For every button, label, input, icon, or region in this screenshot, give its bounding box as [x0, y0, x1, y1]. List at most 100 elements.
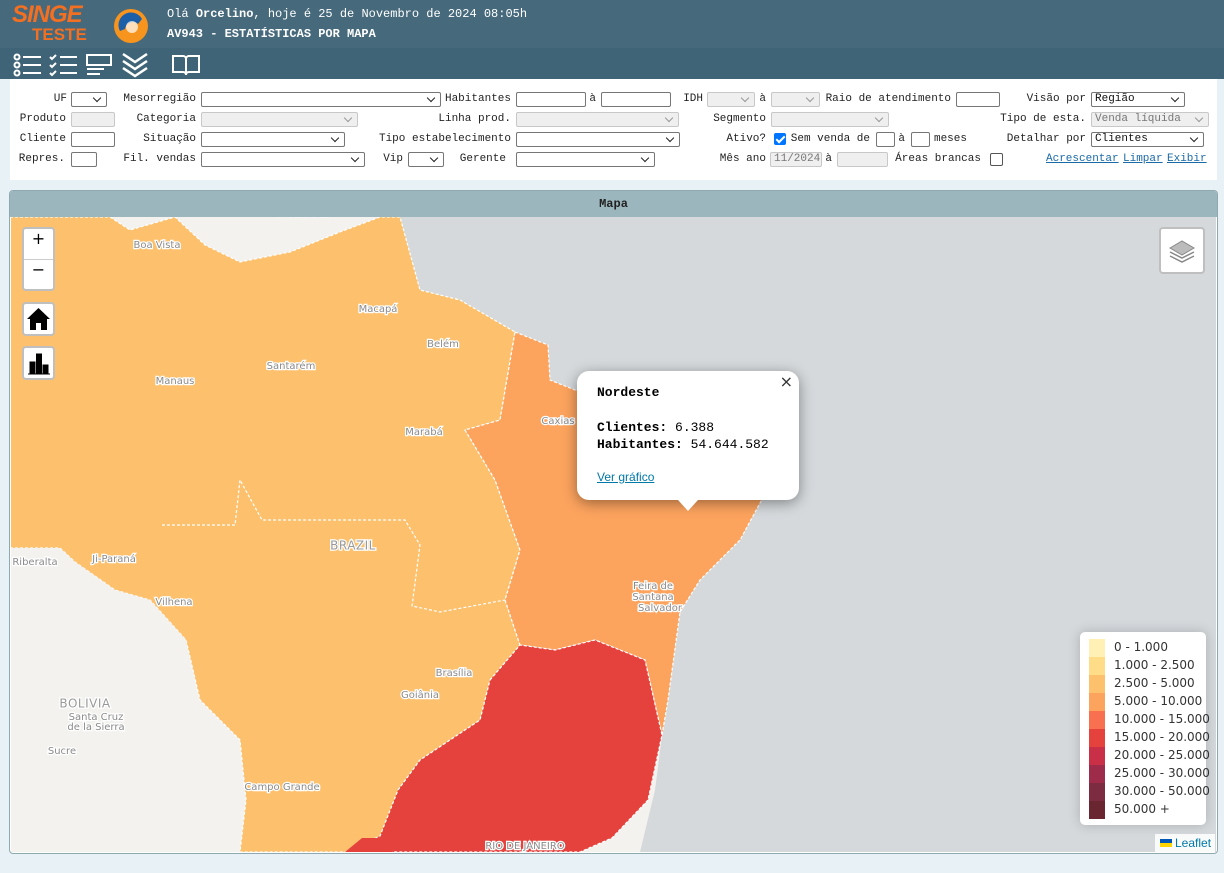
region-sul[interactable]: [345, 838, 400, 852]
icon-form[interactable]: [86, 54, 112, 75]
input[interactable]: [516, 92, 586, 107]
icon-chevrons[interactable]: [122, 52, 148, 78]
filter-label: à: [898, 133, 905, 145]
select-arrow: [1194, 113, 1204, 123]
home-shape: [27, 308, 50, 330]
input[interactable]: [876, 132, 895, 147]
select[interactable]: Região: [1091, 92, 1185, 107]
popup-tip: [678, 500, 698, 511]
zoom-control: + −: [22, 227, 55, 291]
checkbox-areas-brancas[interactable]: [990, 153, 1003, 166]
map-label: Feira de: [633, 581, 673, 592]
input[interactable]: [71, 132, 115, 147]
select[interactable]: [516, 152, 655, 167]
input[interactable]: [956, 92, 1000, 107]
date-text: , hoje é 25 de Novembro de 2024 08:05h: [253, 7, 528, 21]
popup-link[interactable]: Ver gráfico: [597, 470, 655, 484]
select-arrow: [1170, 93, 1180, 103]
icon-list[interactable]: [13, 53, 42, 77]
filter-label: Cliente: [19, 133, 66, 145]
greeting-line: Olá Orcelino, hoje é 25 de Novembro de 2…: [167, 7, 527, 21]
map[interactable]: SURINAME Boa Vista Macapá Belém Manaus Santar…: [11, 217, 1216, 852]
map-label: Sucre: [48, 746, 76, 757]
page-title: AV943 - ESTATÍSTICAS POR MAPA: [167, 27, 376, 41]
legend-swatch: [1089, 783, 1105, 801]
map-label: Vilhena: [155, 597, 192, 608]
select[interactable]: Clientes: [1091, 132, 1204, 147]
input[interactable]: [911, 132, 930, 147]
legend-swatch: [1089, 729, 1105, 747]
map-label: SURINAME: [276, 217, 329, 219]
select[interactable]: [201, 132, 345, 147]
map-label: Santa Cruz: [69, 712, 124, 723]
toolbar: [0, 48, 1224, 79]
home-button[interactable]: [22, 302, 55, 336]
zoom-out[interactable]: −: [31, 260, 46, 279]
select-arrow: [343, 113, 353, 123]
filter-label: Tipo estabelecimento: [378, 133, 511, 145]
filter-label: à: [759, 93, 766, 105]
field-value: Venda líquida: [1095, 113, 1181, 125]
popup-close[interactable]: ×: [779, 372, 793, 391]
legend-swatch: [1089, 711, 1105, 729]
select: [516, 112, 679, 127]
select-arrow: [330, 133, 340, 143]
legend-swatch: [1089, 657, 1105, 675]
popup-row-label: Habitantes:: [597, 437, 683, 452]
popup-row-label: Clientes:: [597, 420, 668, 435]
filter-link[interactable]: Acrescentar: [1046, 153, 1119, 165]
map-label: Caxias: [541, 416, 574, 427]
map-label: Salvador: [638, 603, 683, 614]
popup-row-value: 54.644.582: [690, 437, 769, 452]
legend-label: 20.000 - 25.000: [1114, 748, 1210, 762]
legend-swatch: [1089, 747, 1105, 765]
filter-link[interactable]: Limpar: [1123, 153, 1163, 165]
legend-swatch: [1089, 693, 1105, 711]
select[interactable]: [408, 152, 444, 167]
map-label: Manaus: [156, 376, 195, 387]
filter-label: Mês ano: [719, 153, 766, 165]
select: [771, 112, 889, 127]
chart-icon: [28, 353, 50, 375]
filter-label: Repres.: [18, 153, 65, 165]
select-arrow: [350, 153, 360, 163]
checkbox-ativo[interactable]: [774, 133, 786, 145]
select-arrow: [664, 113, 674, 123]
map-label: de la Sierra: [67, 722, 124, 733]
zoom-in[interactable]: +: [24, 229, 53, 260]
legend-label: 50.000 +: [1114, 802, 1170, 816]
map-label: Goiânia: [401, 689, 439, 701]
select[interactable]: [516, 132, 680, 147]
attribution-link[interactable]: Leaflet: [1175, 836, 1212, 850]
layers-icon: [1169, 240, 1195, 263]
filter-link[interactable]: Exibir: [1167, 153, 1207, 165]
input[interactable]: [71, 152, 97, 167]
legend-label: 10.000 - 15.000: [1114, 712, 1210, 726]
select[interactable]: [201, 92, 441, 107]
filter-label: Linha prod.: [438, 113, 511, 125]
filter-label: Situação: [143, 133, 196, 145]
icon-book[interactable]: [172, 55, 200, 76]
layers-top: [1169, 240, 1195, 256]
legend-label: 30.000 - 50.000: [1114, 784, 1210, 798]
filter-label: Áreas brancas: [895, 153, 981, 165]
checkmark: [775, 133, 785, 144]
map-label: Boa Vista: [134, 240, 181, 251]
select-arrow: [429, 153, 439, 163]
chart-button[interactable]: [22, 346, 55, 380]
legend-swatch: [1089, 639, 1105, 657]
legend-label: 0 - 1.000: [1114, 640, 1168, 654]
input: [71, 112, 115, 127]
filter-label: Categoria: [136, 113, 196, 125]
icon-checklist[interactable]: [49, 54, 77, 77]
select-arrow: [1189, 133, 1199, 143]
logo-bottom: TESTE: [32, 25, 87, 44]
input[interactable]: [601, 92, 671, 107]
layers-button[interactable]: [1159, 227, 1205, 274]
region-sudeste[interactable]: [344, 639, 663, 852]
select[interactable]: [71, 92, 107, 107]
filter-label: Fil. vendas: [123, 153, 196, 165]
map-label: BRAZIL: [330, 539, 376, 553]
select[interactable]: [201, 152, 365, 167]
map-panel-title: Mapa: [10, 191, 1217, 217]
